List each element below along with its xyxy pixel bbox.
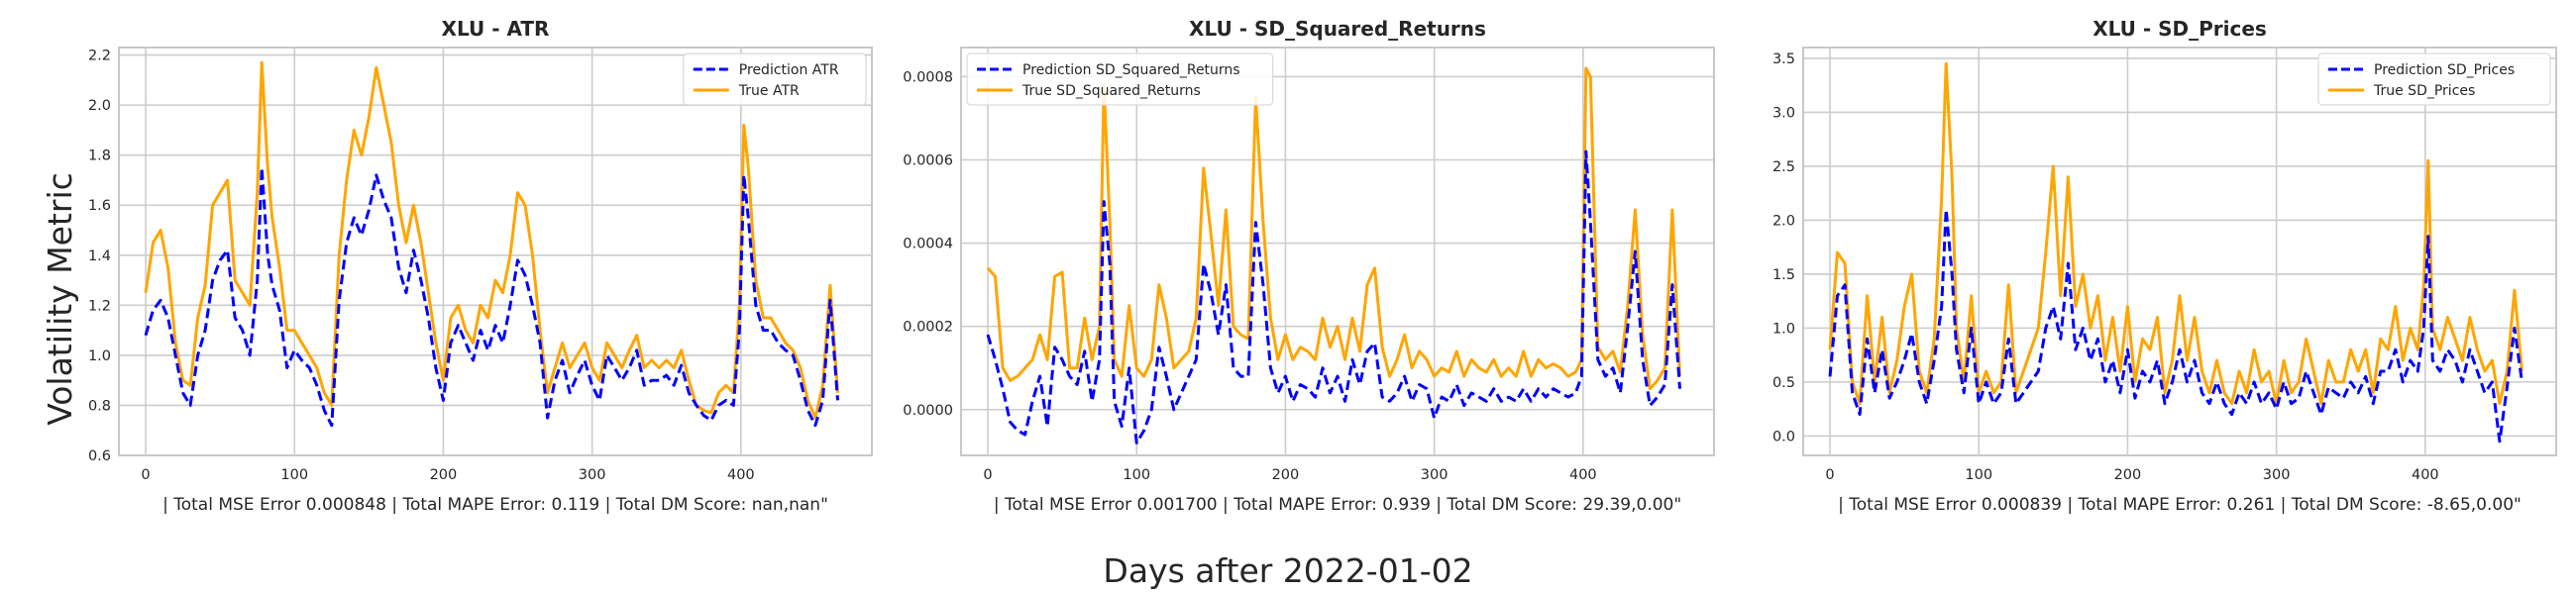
true-line <box>1828 61 2523 406</box>
legend: Prediction ATR True ATR <box>683 52 867 106</box>
legend-label: True SD_Prices <box>2373 83 2475 99</box>
true-line <box>144 60 839 420</box>
grid <box>119 48 872 456</box>
plot-frame <box>960 47 1715 456</box>
plot-frame <box>118 47 873 456</box>
x-tick-label: 300 <box>2263 467 2291 483</box>
legend: Prediction SD_Squared_Returns True SD_Squ… <box>966 52 1274 106</box>
y-tick-label: 0.8 <box>88 398 111 414</box>
x-tick-label: 200 <box>2114 467 2142 483</box>
y-tick-label: 1.0 <box>88 348 111 364</box>
x-tick-label: 200 <box>430 467 458 483</box>
y-tick-label: 0.0000 <box>903 403 953 419</box>
legend-label: Prediction SD_Prices <box>2374 62 2515 78</box>
prediction-line <box>1828 208 2523 444</box>
x-tick-label: 100 <box>280 467 308 483</box>
legend-box <box>966 52 1274 106</box>
chart-title: XLU - SD_Prices <box>2093 17 2267 41</box>
x-tick-label: 400 <box>727 467 755 483</box>
legend-label: True SD_Squared_Returns <box>1021 83 1201 99</box>
plot-area <box>1803 48 2556 455</box>
x-tick-label: 300 <box>1421 467 1449 483</box>
y-tick-label: 1.2 <box>88 298 111 314</box>
legend-label: True ATR <box>738 83 800 99</box>
y-tick-label: 0.0008 <box>903 69 953 85</box>
legend-label: Prediction SD_Squared_Returns <box>1022 62 1240 78</box>
y-tick-label: 1.0 <box>1772 321 1795 337</box>
y-tick-label: 3.5 <box>1772 51 1795 67</box>
x-tick-label: 300 <box>579 467 606 483</box>
prediction-line <box>986 149 1681 445</box>
y-tick-label: 0.0004 <box>903 237 953 252</box>
chart-error-summary: | Total MSE Error 0.001700 | Total MAPE … <box>994 495 1681 515</box>
legend: Prediction SD_Prices True SD_Prices <box>2317 52 2551 106</box>
x-tick-label: 0 <box>141 467 150 483</box>
prediction-line <box>144 165 839 428</box>
x-tick-label: 100 <box>1123 467 1150 483</box>
chart-error-summary: | Total MSE Error 0.000839 | Total MAPE … <box>1838 495 2522 515</box>
x-axis-label: Days after 2022-01-02 <box>1103 551 1472 590</box>
plot-area <box>961 48 1714 455</box>
x-tick-label: 0 <box>983 467 992 483</box>
chart-title: XLU - SD_Squared_Returns <box>1189 17 1486 41</box>
legend-box <box>2317 52 2551 106</box>
y-tick-label: 0.0006 <box>903 153 953 169</box>
x-tick-label: 400 <box>1569 467 1597 483</box>
y-tick-label: 2.5 <box>1772 159 1795 175</box>
chart-title: XLU - ATR <box>442 17 550 41</box>
x-tick-label: 100 <box>1965 467 1992 483</box>
chart-panel: 0 100 200 300 400 0.0000 0.0002 0.0004 0.0006 0.0… <box>903 17 1715 515</box>
y-tick-label: 1.4 <box>88 248 111 264</box>
x-tick-label: 0 <box>1825 467 1834 483</box>
y-tick-label: 2.0 <box>1772 213 1795 229</box>
y-axis-label: Volatility Metric <box>41 172 79 426</box>
legend-box <box>683 52 867 106</box>
y-tick-label: 2.0 <box>88 98 111 114</box>
legend-label: Prediction ATR <box>739 62 839 78</box>
true-line <box>986 66 1681 391</box>
y-tick-label: 0.0 <box>1772 429 1795 445</box>
plot-area <box>119 48 872 455</box>
y-tick-label: 2.2 <box>88 49 111 64</box>
y-tick-label: 0.5 <box>1772 375 1795 391</box>
chart-panel: 0 100 200 300 400 0.6 0.8 1.0 1.2 1.4 1.6 1.8 2.0 2.2… <box>88 17 873 515</box>
y-tick-label: 0.6 <box>88 448 111 464</box>
x-tick-label: 200 <box>1272 467 1300 483</box>
subplots: 0 100 200 300 400 0.6 0.8 1.0 1.2 1.4 1.6 1.8 2.0 2.2… <box>88 17 2557 515</box>
plot-frame <box>1802 47 2557 456</box>
y-tick-label: 0.0002 <box>903 320 953 336</box>
chart-error-summary: | Total MSE Error 0.000848 | Total MAPE … <box>162 495 828 515</box>
chart-panel: 0 100 200 300 400 0.0 0.5 1.0 1.5 2.0 2.5 3.0 3.5 XLU… <box>1772 17 2557 515</box>
y-tick-label: 3.0 <box>1772 105 1795 121</box>
y-tick-label: 1.6 <box>88 198 111 214</box>
x-tick-label: 400 <box>2412 467 2439 483</box>
y-tick-label: 1.8 <box>88 148 111 164</box>
y-tick-label: 1.5 <box>1772 267 1795 283</box>
